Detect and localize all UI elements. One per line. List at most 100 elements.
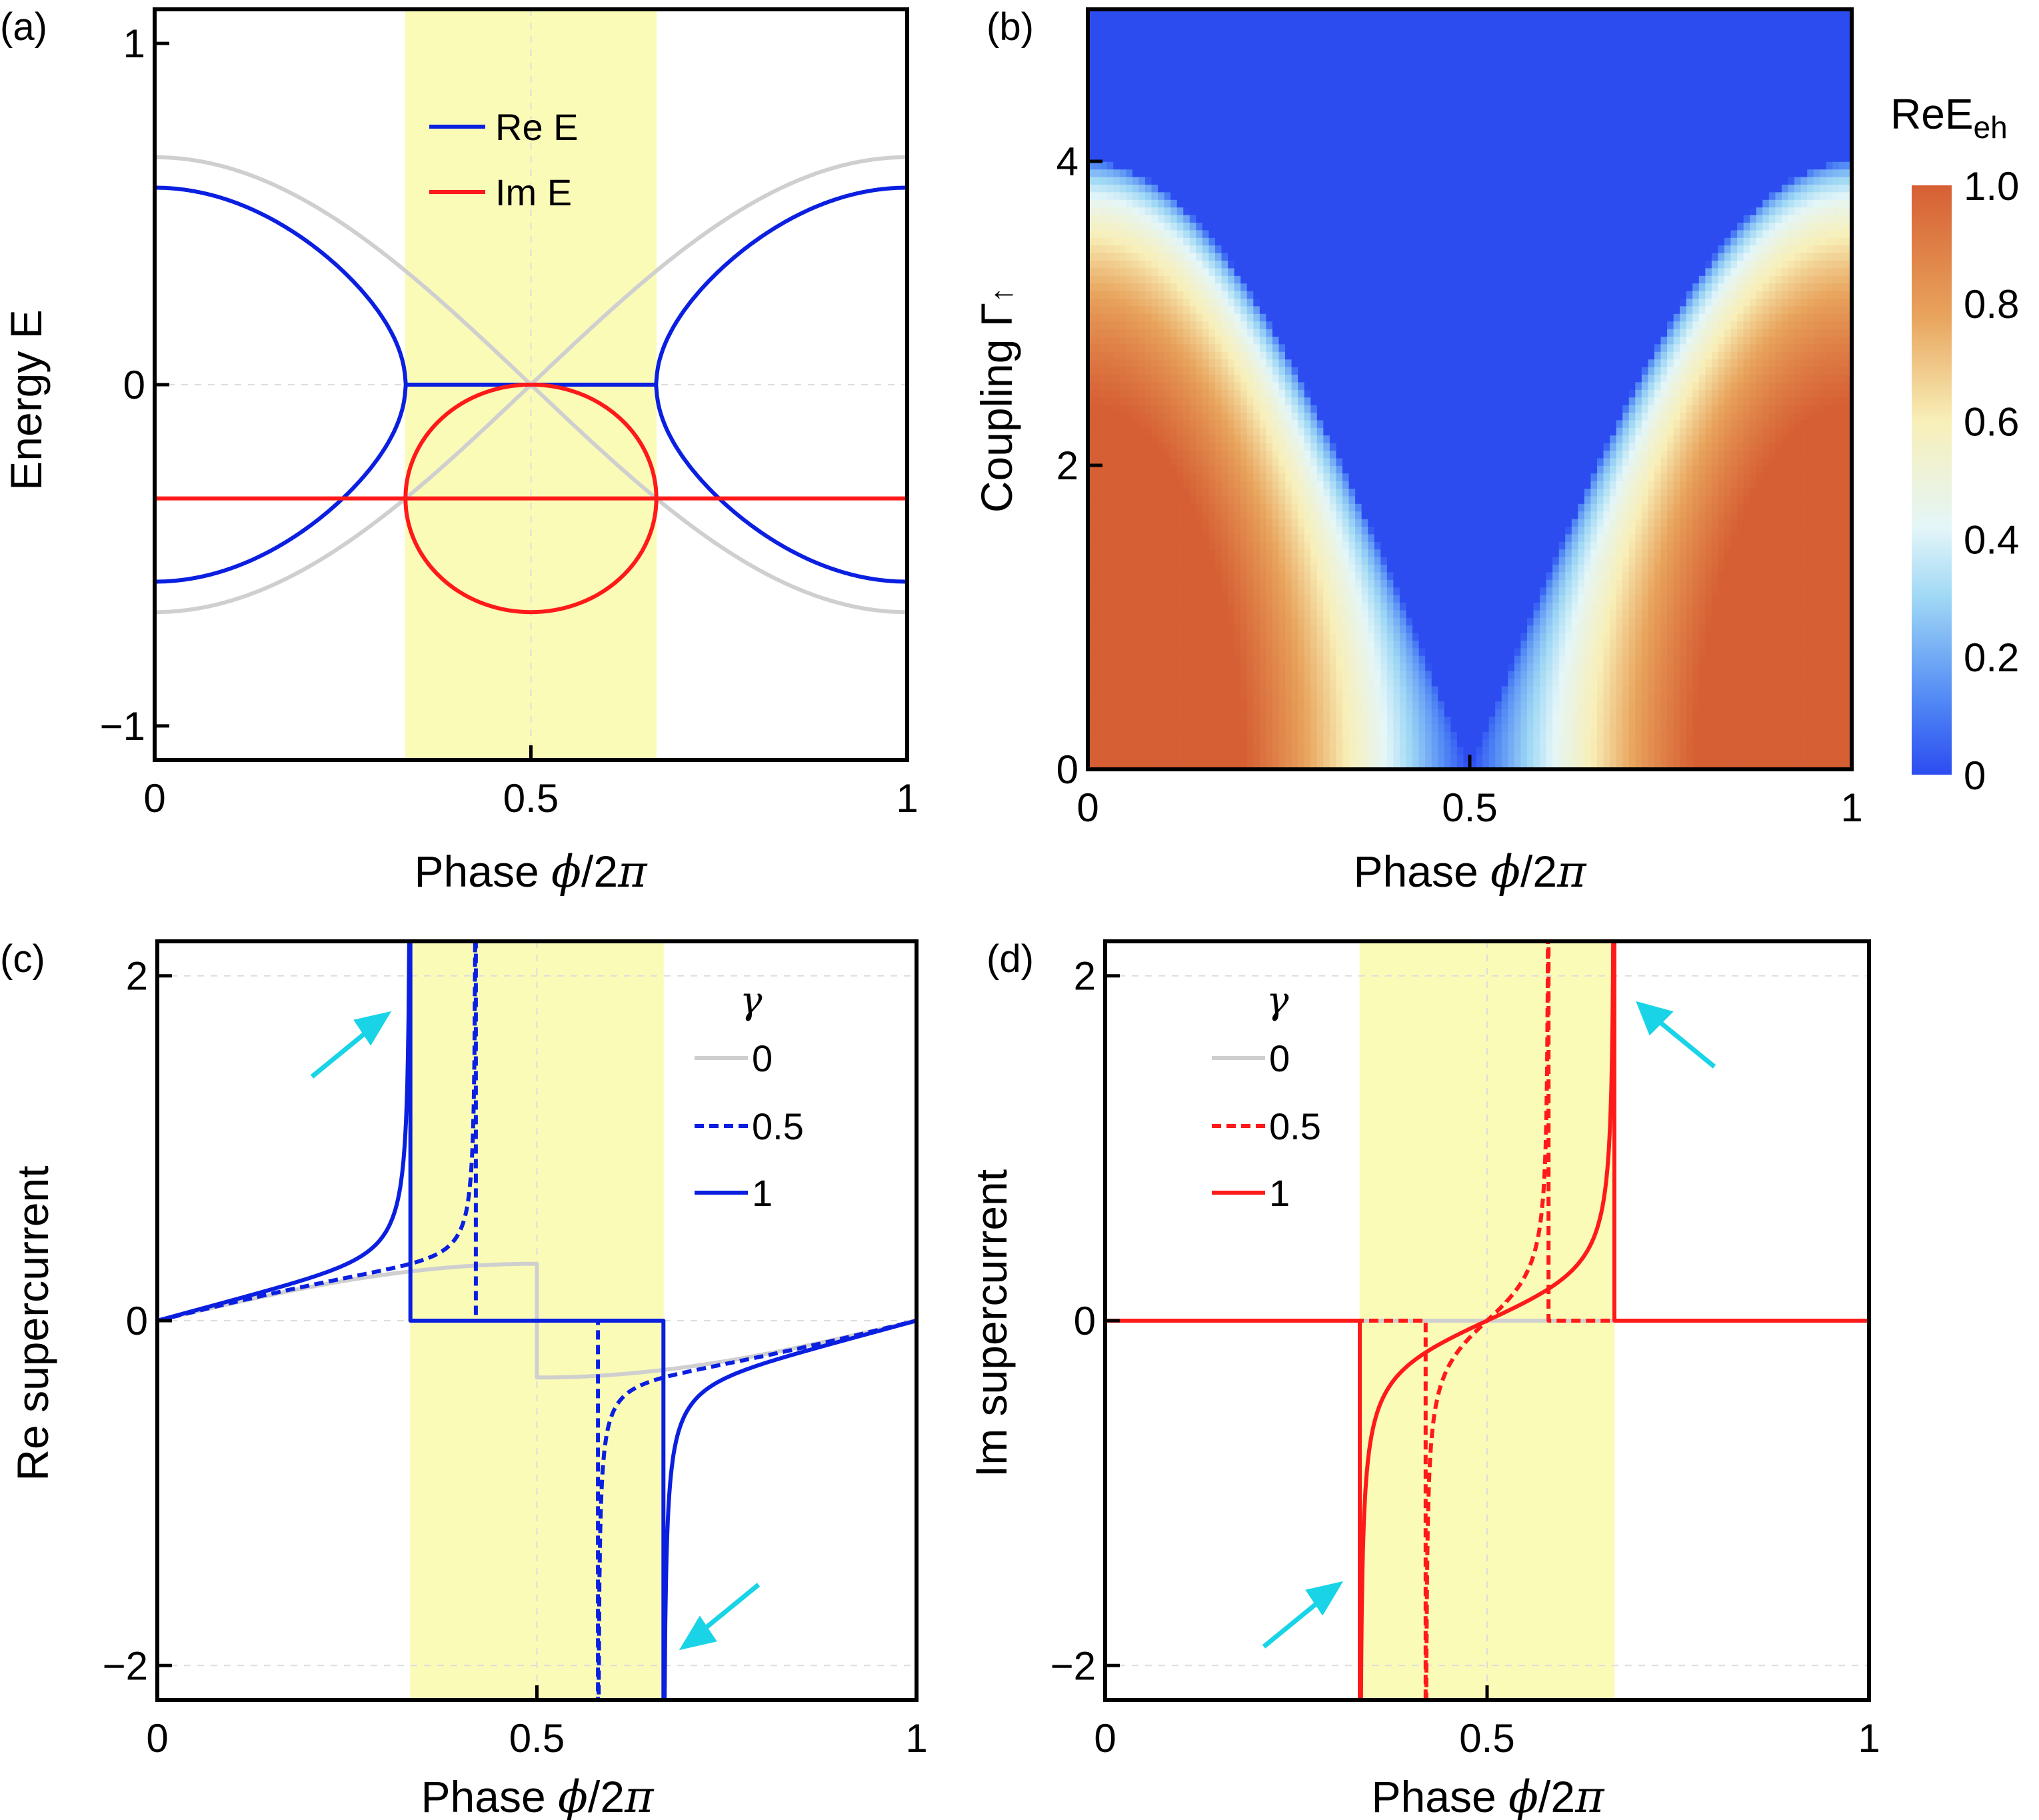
heatmap-cell [1119, 176, 1127, 185]
heatmap-cell [1278, 70, 1286, 79]
heatmap-cell [1285, 571, 1292, 580]
heatmap-cell [1368, 62, 1375, 71]
heatmap-cell [1144, 153, 1152, 162]
heatmap-cell [1088, 275, 1095, 284]
heatmap-cell [1132, 731, 1140, 740]
heatmap-cell [1240, 663, 1248, 671]
heatmap-cell [1196, 617, 1203, 626]
heatmap-cell [1374, 708, 1382, 717]
heatmap-cell [1316, 298, 1324, 307]
heatmap-cell [1259, 305, 1267, 314]
heatmap-cell [1119, 9, 1127, 18]
heatmap-cell [1196, 191, 1203, 200]
heatmap-cell [1342, 488, 1350, 497]
heatmap-cell [1176, 533, 1184, 542]
heatmap-cell [1176, 108, 1184, 117]
heatmap-cell [1208, 199, 1216, 208]
heatmap-cell [1380, 328, 1388, 337]
heatmap-cell [1278, 397, 1286, 405]
heatmap-cell [1170, 465, 1178, 474]
heatmap-cell [1253, 625, 1260, 633]
heatmap-cell [1316, 647, 1324, 656]
heatmap-cell [1246, 533, 1254, 542]
heatmap-cell [1253, 191, 1260, 200]
heatmap-cell [1298, 389, 1305, 398]
heatmap-cell [1215, 374, 1222, 383]
heatmap-cell [1088, 685, 1095, 694]
heatmap-cell [1202, 754, 1210, 763]
heatmap-cell [1240, 321, 1248, 329]
heatmap-cell [1291, 465, 1298, 474]
heatmap-cell [1304, 336, 1312, 345]
heatmap-cell [1348, 450, 1356, 459]
heatmap-cell [1183, 184, 1190, 193]
heatmap-cell [1183, 32, 1190, 41]
heatmap-cell [1380, 617, 1388, 626]
heatmap-cell [1113, 260, 1120, 269]
heatmap-cell [1144, 663, 1152, 671]
heatmap-cell [1215, 366, 1222, 375]
heatmap-cell [1368, 169, 1375, 177]
heatmap-cell [1132, 442, 1140, 451]
heatmap-cell [1119, 655, 1127, 664]
heatmap-cell [1323, 199, 1330, 208]
heatmap-cell [1336, 480, 1343, 489]
heatmap-cell [1132, 70, 1140, 79]
heatmap-cell [1380, 435, 1388, 443]
heatmap-cell [1094, 571, 1101, 580]
heatmap-cell [1285, 663, 1292, 671]
heatmap-cell [1342, 47, 1350, 56]
heatmap-cell [1329, 93, 1337, 101]
heatmap-cell [1228, 351, 1235, 360]
heatmap-cell [1386, 169, 1394, 177]
heatmap-cell [1259, 617, 1267, 626]
heatmap-cell [1138, 450, 1146, 459]
heatmap-cell [1221, 708, 1228, 717]
heatmap-cell [1278, 24, 1286, 33]
heatmap-cell [1215, 343, 1222, 352]
heatmap-cell [1196, 655, 1203, 664]
heatmap-cell [1094, 176, 1101, 185]
heatmap-cell [1196, 17, 1203, 25]
heatmap-cell [1221, 24, 1228, 33]
heatmap-cell [1266, 412, 1273, 421]
heatmap-cell [1113, 222, 1120, 231]
heatmap-cell [1316, 191, 1324, 200]
heatmap-cell [1119, 267, 1127, 276]
heatmap-cell [1208, 24, 1216, 33]
heatmap-cell [1304, 62, 1312, 71]
heatmap-cell [1234, 305, 1241, 314]
heatmap-cell [1336, 260, 1343, 269]
heatmap-cell [1183, 70, 1190, 79]
heatmap-cell [1246, 427, 1254, 436]
heatmap-cell [1374, 625, 1382, 633]
heatmap-cell [1113, 313, 1120, 322]
heatmap-cell [1106, 442, 1114, 451]
heatmap-cell [1164, 495, 1171, 504]
heatmap-cell [1208, 267, 1216, 276]
heatmap-cell [1208, 260, 1216, 269]
heatmap-cell [1329, 556, 1337, 565]
heatmap-cell [1355, 419, 1362, 428]
heatmap-cell [1119, 647, 1127, 656]
heatmap-cell [1164, 678, 1171, 687]
heatmap-cell [1246, 343, 1254, 352]
heatmap-cell [1323, 290, 1330, 299]
heatmap-cell [1208, 32, 1216, 41]
heatmap-cell [1368, 404, 1375, 413]
heatmap-cell [1183, 541, 1190, 550]
heatmap-cell [1215, 207, 1222, 215]
heatmap-cell [1170, 647, 1178, 656]
heatmap-cell [1298, 564, 1305, 573]
heatmap-cell [1361, 419, 1368, 428]
heatmap-cell [1196, 153, 1203, 162]
heatmap-cell [1361, 146, 1368, 155]
heatmap-cell [1240, 267, 1248, 276]
heatmap-cell [1291, 359, 1298, 367]
heatmap-cell [1323, 108, 1330, 117]
heatmap-cell [1253, 85, 1260, 94]
heatmap-cell [1380, 685, 1388, 694]
heatmap-cell [1393, 374, 1400, 383]
heatmap-cell [1329, 267, 1337, 276]
heatmap-cell [1329, 617, 1337, 626]
